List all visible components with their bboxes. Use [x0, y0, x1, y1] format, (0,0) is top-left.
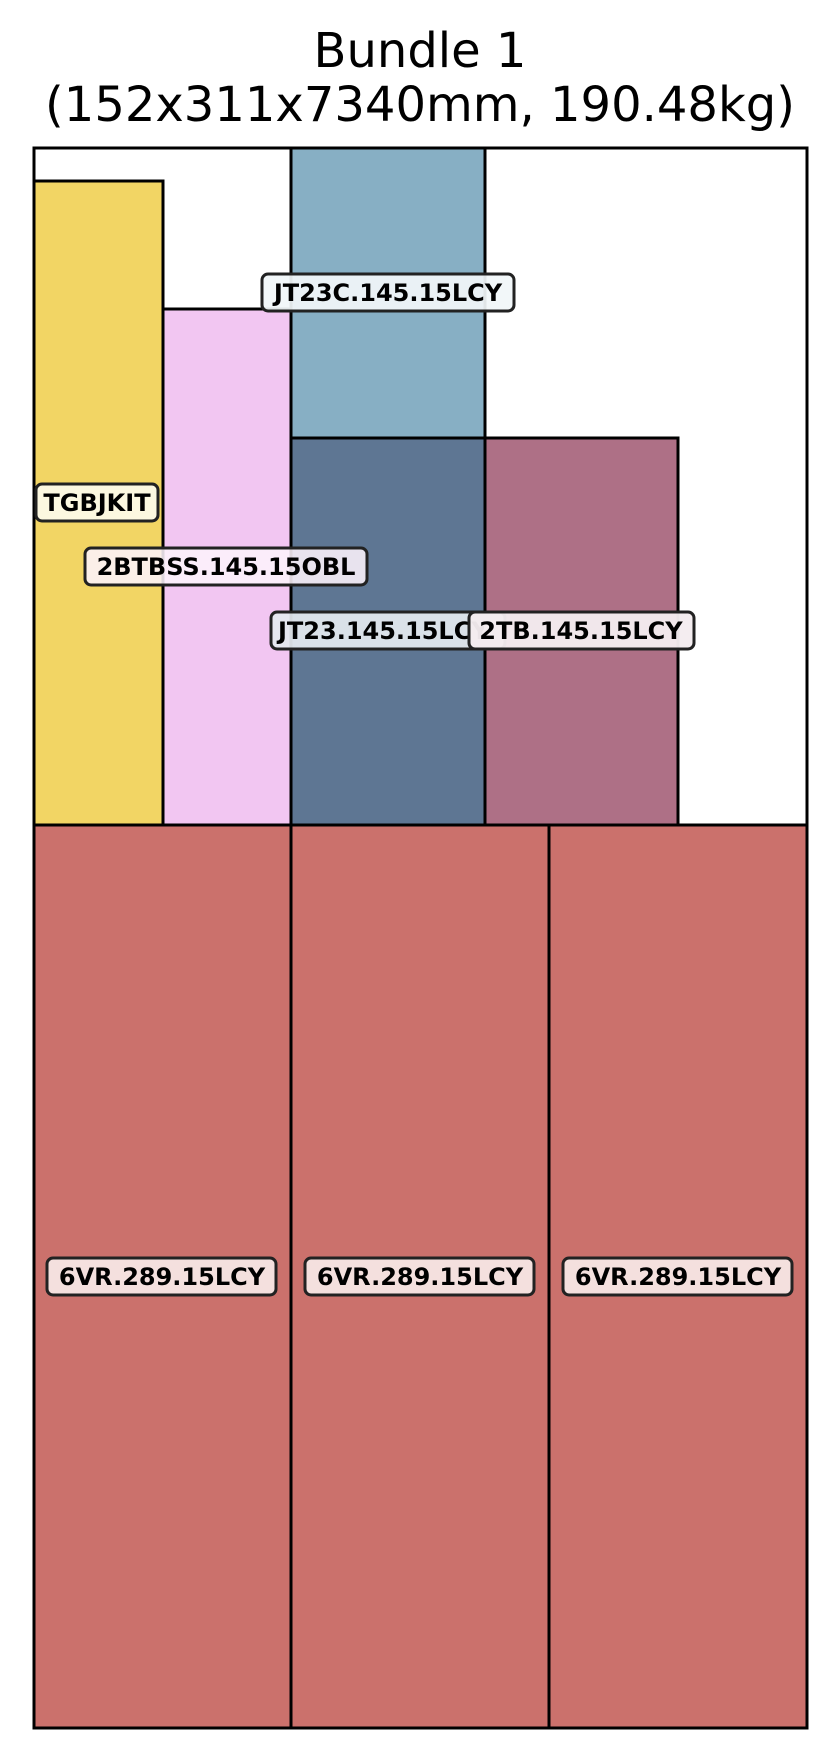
label-6vr-1-text: 6VR.289.15LCY	[59, 1263, 266, 1291]
label-6vr-2: 6VR.289.15LCY	[303, 1256, 536, 1297]
label-tgbjkit-text: TGBJKIT	[43, 489, 151, 517]
label-tgbjkit: TGBJKIT	[34, 482, 160, 523]
label-2btbss-text: 2BTBSS.145.15OBL	[97, 553, 356, 581]
label-2tb: 2TB.145.15LCY	[467, 610, 696, 651]
label-2btbss: 2BTBSS.145.15OBL	[83, 546, 369, 587]
diagram-subtitle: (152x311x7340mm, 190.48kg)	[45, 77, 795, 133]
label-6vr-3-text: 6VR.289.15LCY	[575, 1263, 782, 1291]
label-jt23-text: JT23.145.15LCY	[276, 617, 489, 645]
label-6vr-1: 6VR.289.15LCY	[45, 1256, 278, 1297]
label-jt23c: JT23C.145.15LCY	[260, 272, 516, 313]
label-2tb-text: 2TB.145.15LCY	[479, 617, 683, 645]
label-6vr-3: 6VR.289.15LCY	[561, 1256, 794, 1297]
label-jt23c-text: JT23C.145.15LCY	[272, 279, 503, 307]
label-6vr-2-text: 6VR.289.15LCY	[317, 1263, 524, 1291]
diagram-title: Bundle 1	[313, 23, 527, 79]
